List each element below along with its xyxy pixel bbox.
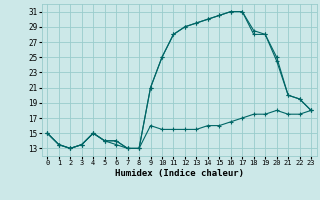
X-axis label: Humidex (Indice chaleur): Humidex (Indice chaleur) [115, 169, 244, 178]
